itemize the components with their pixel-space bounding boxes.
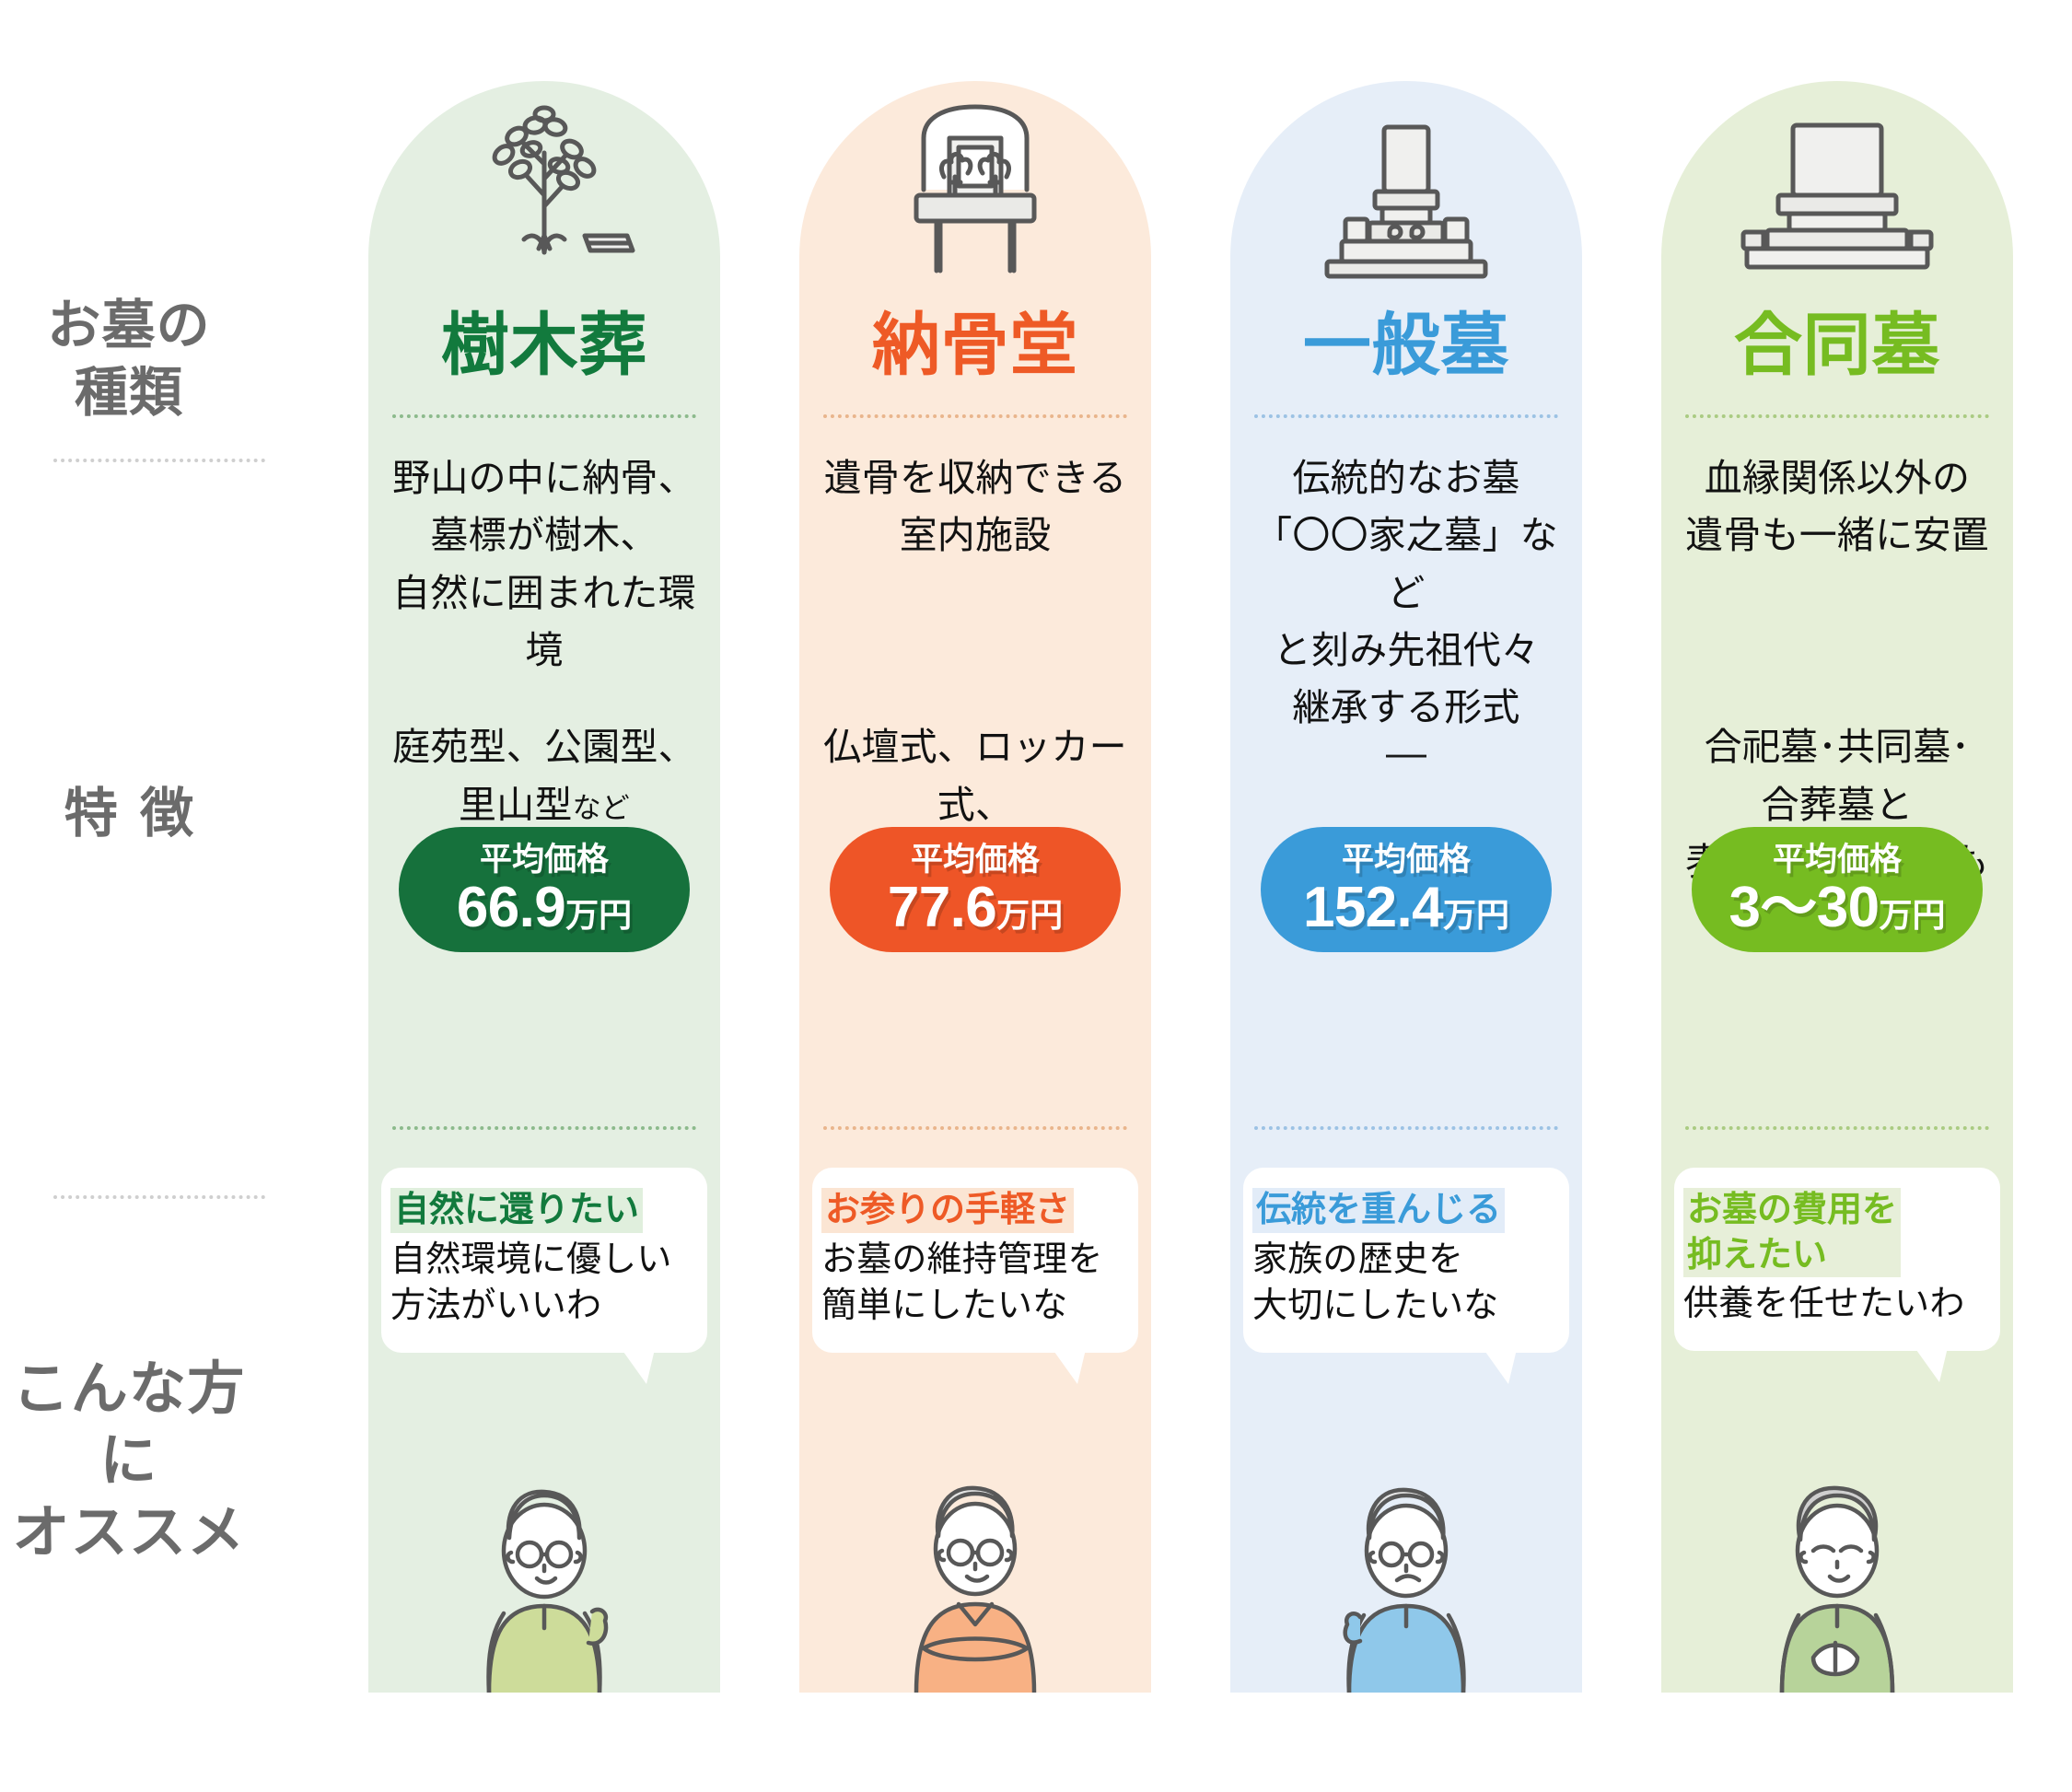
speech-bubble: お墓の費用を 抑えたい 供養を任せたいわ (1674, 1168, 2000, 1383)
column-divider-bottom (823, 1126, 1127, 1130)
price-unit: 万円 (1443, 895, 1510, 934)
row-label-kind: お墓の 種類 (47, 296, 211, 423)
left-divider-bottom (53, 1195, 265, 1199)
column-divider-bottom (1685, 1126, 1989, 1130)
price-badge: 平均価格 77.6万円 (830, 827, 1121, 952)
column-description: 野山の中に納骨、 墓標が樹木、 自然に囲まれた環境 (392, 457, 696, 671)
column-description: 遺骨を収納できる 室内施設 (823, 457, 1127, 557)
column-divider-top (1254, 414, 1558, 418)
bubble-tail (1050, 1344, 1087, 1384)
elderly-woman-sage-icon (1661, 1389, 2013, 1693)
bubble-body: 自然環境に優しい 方法がいいわ (390, 1239, 672, 1325)
column-description: 血縁関係以外の 遺骨も一緒に安置 (1685, 457, 1989, 557)
column-feature-text: — (1386, 729, 1426, 775)
column-title: 納骨堂 (871, 307, 1079, 383)
column-title: 一般墓 (1302, 307, 1510, 383)
price-number: 66.9 (456, 875, 566, 939)
speech-bubble: 自然に還りたい 自然環境に優しい 方法がいいわ (381, 1168, 707, 1384)
column-columbarium[interactable]: 納骨堂 遺骨を収納できる 室内施設 仏壇式、ロッカー式、 自動搬送式など 平均価… (799, 81, 1151, 1693)
column-feature: 庭苑型、公園型、 里山型など (376, 661, 713, 833)
price-value: 77.6万円 (888, 879, 1063, 937)
elderly-woman-green-icon (368, 1389, 720, 1693)
price-badge: 平均価格 3〜30万円 (1692, 827, 1983, 952)
indoor-altar-icon (799, 98, 1151, 282)
column-feature: — (1238, 661, 1575, 785)
price-number: 152.4 (1302, 875, 1444, 939)
price-unit: 万円 (1879, 895, 1946, 934)
row-label-column: お墓の 種類 特徴 こんな方に オススメ (0, 0, 265, 1792)
bubble-headline: お墓の費用を 抑えたい (1683, 1188, 1902, 1278)
price-label: 平均価格 (1772, 841, 1902, 878)
column-title: 合同墓 (1733, 307, 1941, 383)
price-unit: 万円 (565, 895, 633, 934)
price-badge: 平均価格 66.9万円 (399, 827, 690, 952)
column-communal-grave[interactable]: 合同墓 血縁関係以外の 遺骨も一緒に安置 合祀墓･共同墓･ 合葬墓と 表現すると… (1661, 81, 2013, 1693)
column-description: 伝統的なお墓 「〇〇家之墓」など と刻み先祖代々 継承する形式 (1254, 457, 1558, 729)
price-value: 152.4万円 (1303, 879, 1509, 937)
tree-grave-icon (368, 98, 720, 282)
column-tree-burial[interactable]: 樹木葬 野山の中に納骨、 墓標が樹木、 自然に囲まれた環境 庭苑型、公園型、 里… (368, 81, 720, 1693)
traditional-grave-icon (1230, 98, 1582, 282)
column-divider-top (1685, 414, 1989, 418)
bubble-headline: 自然に還りたい (390, 1188, 644, 1233)
elderly-man-blue-icon (1230, 1389, 1582, 1693)
column-divider-top (823, 414, 1127, 418)
column-divider-bottom (392, 1126, 696, 1130)
speech-bubble: お参りの手軽さ お墓の維持管理を 簡単にしたいな (812, 1168, 1138, 1384)
bubble-headline: 伝統を重んじる (1252, 1188, 1506, 1233)
price-unit: 万円 (996, 895, 1064, 934)
bubble-tail (619, 1344, 656, 1384)
bubble-tail (1912, 1344, 1949, 1383)
price-label: 平均価格 (479, 841, 609, 878)
price-value: 3〜30万円 (1729, 879, 1946, 937)
bubble-tail (1481, 1344, 1518, 1384)
bubble-headline-line2: 抑えたい (1687, 1232, 1898, 1278)
row-label-recommend: こんな方に オススメ (12, 1357, 246, 1565)
bubble-headline: お参りの手軽さ (821, 1188, 1075, 1233)
bubble-body: 家族の歴史を 大切にしたいな (1252, 1239, 1499, 1325)
joint-grave-icon (1661, 98, 2013, 282)
speech-bubble: 伝統を重んじる 家族の歴史を 大切にしたいな (1243, 1168, 1569, 1384)
column-feature-text: 庭苑型、公園型、 里山型 (392, 726, 696, 826)
price-label: 平均価格 (1341, 841, 1471, 878)
bubble-body: 供養を任せたいわ (1683, 1285, 1965, 1324)
bubble-headline-line1: お墓の費用を (1687, 1191, 1898, 1229)
price-value: 66.9万円 (457, 879, 632, 937)
bubble-body: お墓の維持管理を 簡単にしたいな (821, 1239, 1103, 1325)
column-feature-suffix: など (572, 791, 631, 824)
left-divider-top (53, 459, 265, 462)
price-number: 3〜30 (1729, 875, 1880, 939)
column-traditional-grave[interactable]: 一般墓 伝統的なお墓 「〇〇家之墓」など と刻み先祖代々 継承する形式 — 平均… (1230, 81, 1582, 1693)
elderly-man-orange-icon (799, 1389, 1151, 1693)
column-divider-top (392, 414, 696, 418)
column-divider-bottom (1254, 1126, 1558, 1130)
row-label-features: 特徴 (64, 784, 216, 844)
price-number: 77.6 (887, 875, 997, 939)
columns-container: 樹木葬 野山の中に納骨、 墓標が樹木、 自然に囲まれた環境 庭苑型、公園型、 里… (258, 0, 2072, 1792)
price-badge: 平均価格 152.4万円 (1261, 827, 1552, 952)
column-title: 樹木葬 (440, 307, 648, 383)
price-label: 平均価格 (910, 841, 1040, 878)
